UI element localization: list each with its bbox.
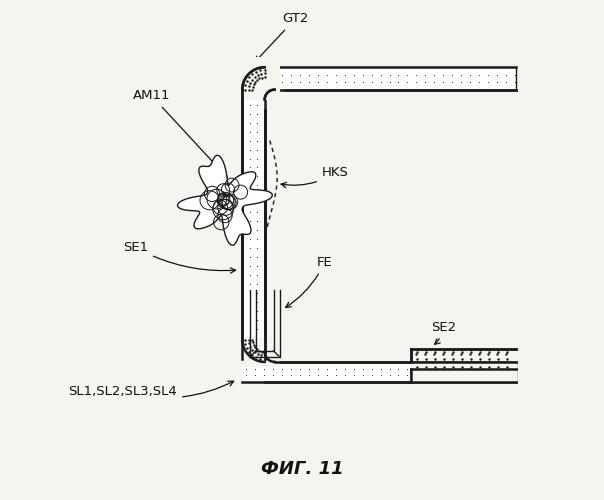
Bar (237, 58, 280, 100)
Text: SE1: SE1 (123, 241, 236, 273)
Text: FE: FE (286, 256, 333, 308)
Bar (237, 337, 280, 367)
Text: HKS: HKS (281, 166, 349, 188)
Bar (242, 78, 265, 360)
Bar (242, 68, 516, 90)
Text: SL1,SL2,SL3,SL4: SL1,SL2,SL3,SL4 (68, 381, 234, 398)
Text: SE2: SE2 (431, 320, 457, 344)
Polygon shape (178, 156, 272, 245)
Text: AM11: AM11 (133, 90, 227, 178)
Bar (242, 362, 516, 382)
Text: GT2: GT2 (255, 12, 309, 62)
Text: ФИГ. 11: ФИГ. 11 (261, 460, 343, 478)
